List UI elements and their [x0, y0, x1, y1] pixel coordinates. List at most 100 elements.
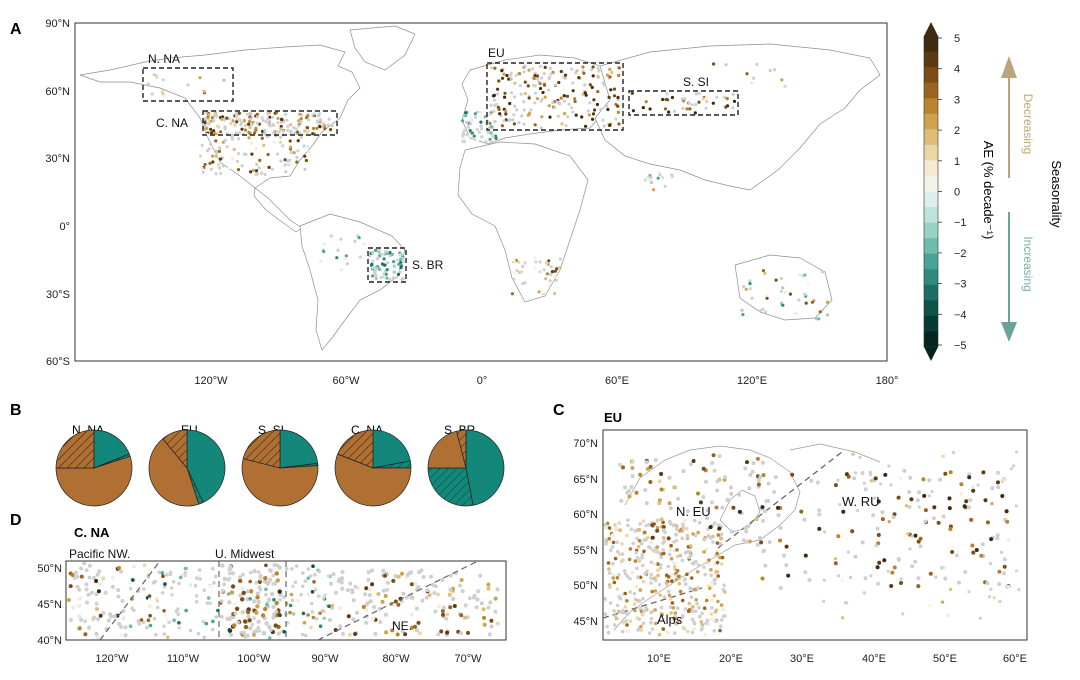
- trend-point: [475, 139, 479, 143]
- trend-point: [527, 68, 531, 72]
- trend-point: [692, 621, 697, 626]
- trend-point: [197, 573, 202, 578]
- trend-point: [448, 587, 453, 592]
- trend-point: [694, 598, 698, 602]
- decreasing-label: Decreasing: [1021, 94, 1035, 155]
- trend-point: [756, 482, 761, 487]
- trend-point: [248, 579, 252, 584]
- trend-point: [725, 497, 730, 502]
- trend-point: [630, 466, 635, 470]
- trend-point: [740, 308, 744, 312]
- lat-tick: 50°N: [573, 580, 598, 592]
- increasing-label: Increasing: [1021, 236, 1035, 291]
- trend-point: [661, 520, 665, 525]
- trend-point: [803, 273, 807, 277]
- trend-point: [634, 585, 639, 589]
- pie-chart: EU: [148, 423, 226, 507]
- trend-point: [374, 273, 378, 278]
- trend-point: [644, 460, 649, 465]
- trend-point: [313, 588, 318, 592]
- trend-point: [353, 632, 358, 636]
- colorbar-tick-label: 5: [954, 33, 960, 45]
- trend-point: [242, 619, 248, 624]
- trend-point: [683, 550, 688, 555]
- trend-point: [258, 587, 263, 592]
- trend-point: [1002, 564, 1007, 569]
- trend-point: [161, 574, 165, 578]
- trend-point: [613, 556, 618, 561]
- trend-point: [555, 267, 559, 271]
- trend-point: [274, 571, 279, 576]
- trend-point: [610, 70, 614, 75]
- trend-point: [215, 151, 219, 155]
- trend-point: [731, 505, 736, 510]
- trend-point: [84, 568, 89, 573]
- trend-point: [591, 74, 595, 78]
- trend-point: [380, 599, 385, 604]
- trend-point: [667, 110, 671, 114]
- trend-point: [374, 276, 378, 281]
- trend-point: [386, 261, 390, 265]
- trend-point: [200, 166, 204, 171]
- trend-point: [686, 629, 690, 634]
- trend-point: [318, 259, 323, 263]
- trend-point: [353, 239, 357, 243]
- trend-point: [250, 622, 255, 627]
- trend-point: [705, 508, 710, 513]
- colorbar-top-tip: [924, 22, 938, 36]
- trend-point: [267, 165, 271, 169]
- trend-point: [395, 258, 400, 262]
- trend-point: [318, 125, 322, 129]
- trend-point: [779, 289, 783, 293]
- trend-point: [239, 123, 243, 127]
- pie-slice: [456, 429, 467, 469]
- trend-point: [200, 143, 204, 147]
- colorbar-cell: [924, 253, 938, 270]
- seasonality-label: Seasonality: [1049, 160, 1064, 228]
- region-label-ne: NE.: [392, 619, 412, 633]
- trend-point: [263, 606, 268, 612]
- trend-point: [765, 296, 769, 300]
- trend-point: [882, 558, 887, 563]
- colorbar-cell: [924, 160, 938, 177]
- trend-point: [971, 488, 976, 493]
- trend-point: [94, 601, 99, 606]
- trend-point: [631, 109, 636, 113]
- trend-point: [363, 592, 368, 597]
- trend-point: [87, 563, 92, 568]
- trend-point: [639, 624, 643, 629]
- trend-point: [597, 69, 601, 73]
- trend-point: [715, 560, 720, 565]
- trend-point: [403, 632, 408, 637]
- trend-point: [741, 313, 745, 317]
- trend-point: [750, 296, 754, 300]
- trend-point: [562, 75, 566, 80]
- trend-point: [163, 582, 167, 586]
- baltic-outline: [719, 489, 761, 533]
- trend-point: [588, 101, 592, 105]
- trend-point: [381, 588, 386, 593]
- trend-point: [818, 310, 822, 314]
- trend-point: [635, 616, 640, 620]
- trend-point: [921, 477, 926, 482]
- trend-point: [853, 471, 858, 475]
- trend-point: [641, 621, 646, 625]
- trend-point: [289, 123, 293, 127]
- trend-point: [247, 122, 251, 126]
- trend-point: [655, 562, 660, 566]
- trend-point: [376, 256, 381, 260]
- trend-point: [214, 172, 218, 176]
- trend-point: [877, 560, 882, 565]
- trend-point: [388, 277, 392, 281]
- trend-point: [687, 101, 691, 105]
- trend-point: [223, 125, 227, 129]
- trend-point: [697, 91, 701, 96]
- trend-point: [685, 533, 690, 538]
- trend-point: [116, 594, 121, 599]
- trend-point: [675, 568, 680, 573]
- trend-point: [296, 598, 300, 603]
- trend-point: [213, 131, 217, 135]
- trend-point: [611, 561, 615, 566]
- trend-point: [956, 580, 961, 585]
- lat-tick: 40°N: [37, 635, 62, 647]
